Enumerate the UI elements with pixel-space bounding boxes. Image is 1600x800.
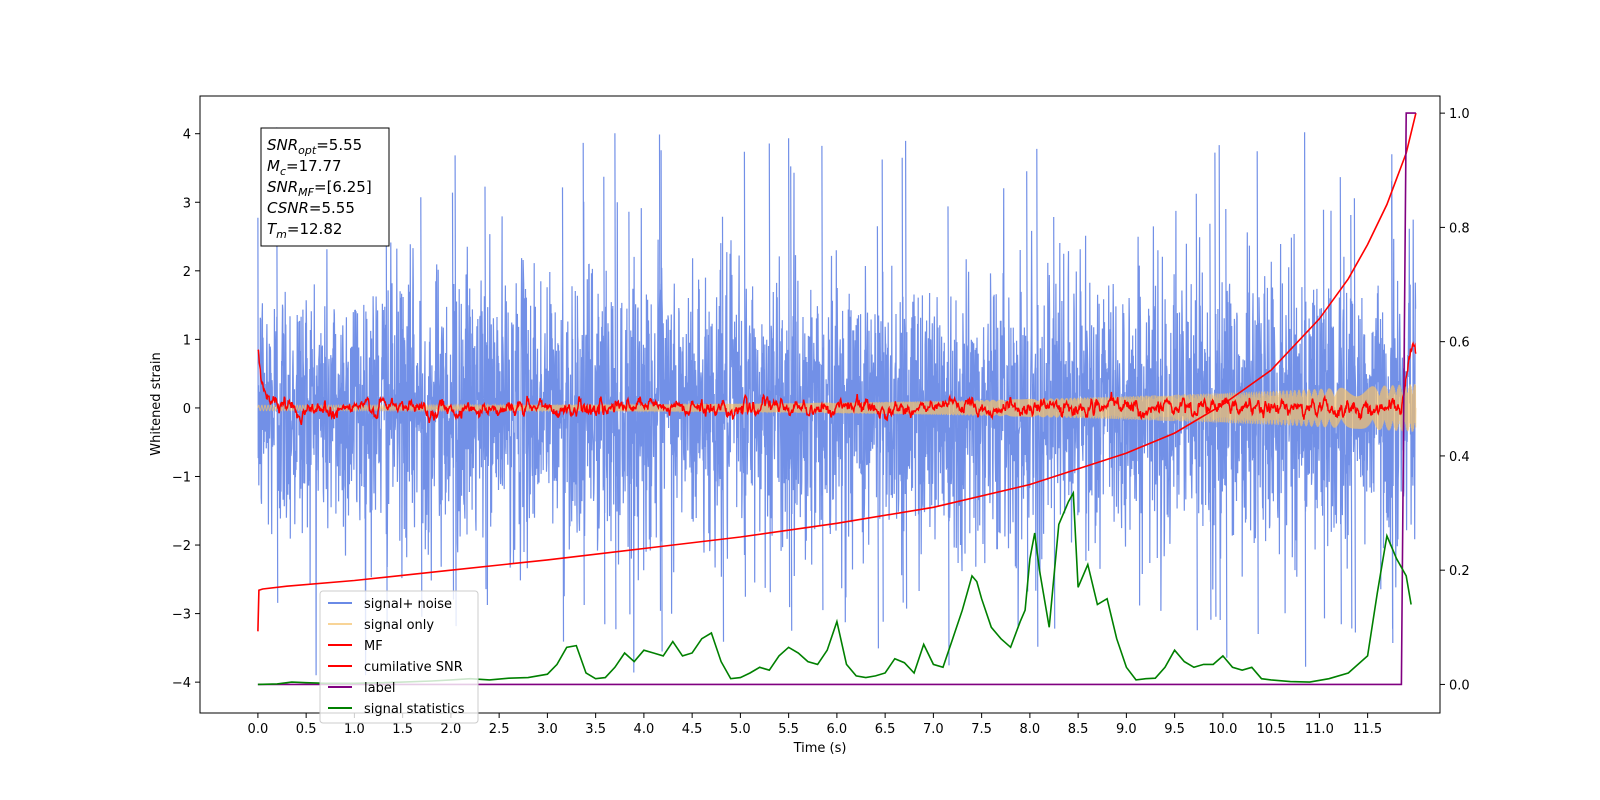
annotation-line: SNRMF=[6.25] xyxy=(267,178,372,199)
series-line xyxy=(257,112,1416,686)
x-tick-label: 5.0 xyxy=(730,722,751,737)
legend-label: signal statistics xyxy=(364,702,465,717)
y-right-tick-label: 0.0 xyxy=(1449,678,1470,693)
x-tick-label: 1.5 xyxy=(392,722,413,737)
series-line xyxy=(257,490,1412,686)
legend-frame xyxy=(319,590,479,724)
x-tick-label: 8.5 xyxy=(1068,722,1089,737)
x-tick-label: 2.0 xyxy=(441,722,462,737)
annotation-line: CSNR=5.55 xyxy=(267,199,355,217)
x-tick-label: 4.5 xyxy=(682,722,703,737)
x-tick-label: 6.5 xyxy=(875,722,896,737)
annotation-line: Mc=17.77 xyxy=(267,157,342,178)
annotation-line: SNRopt=5.55 xyxy=(267,136,362,157)
y-right-tick-label: 0.4 xyxy=(1449,450,1470,465)
annotation-line: Tm=12.82 xyxy=(267,220,342,241)
plot-area xyxy=(257,112,1417,686)
x-tick-label: 0.0 xyxy=(248,722,269,737)
annotation-frame xyxy=(260,127,390,247)
x-tick-label: 2.5 xyxy=(489,722,510,737)
y-tick-label: −4 xyxy=(172,676,191,691)
x-tick-label: 6.0 xyxy=(827,722,848,737)
x-tick-label: 10.0 xyxy=(1208,722,1237,737)
x-axis-title: Time (s) xyxy=(793,741,847,756)
y-tick-label: −2 xyxy=(172,539,191,554)
y-right-tick-label: 0.2 xyxy=(1449,564,1470,579)
y-right-tick-label: 1.0 xyxy=(1449,107,1470,122)
legend-label: MF xyxy=(364,639,383,654)
y-tick-label: 4 xyxy=(183,128,191,143)
x-tick-label: 9.0 xyxy=(1116,722,1137,737)
y-axis-title: Whitened strain xyxy=(149,352,164,455)
x-tick-label: 1.0 xyxy=(344,722,365,737)
y-tick-label: −1 xyxy=(172,470,191,485)
x-tick-label: 11.0 xyxy=(1305,722,1334,737)
series-line xyxy=(257,112,1417,632)
y-right-tick-label: 0.6 xyxy=(1449,336,1470,351)
x-tick-label: 7.5 xyxy=(971,722,992,737)
annotation-box: SNRopt=5.55Mc=17.77SNRMF=[6.25]CSNR=5.55… xyxy=(260,127,390,247)
x-tick-label: 7.0 xyxy=(923,722,944,737)
x-tick-label: 3.5 xyxy=(585,722,606,737)
legend-label: signal+ noise xyxy=(364,597,452,612)
y-tick-label: −3 xyxy=(172,608,191,623)
x-tick-label: 10.5 xyxy=(1257,722,1286,737)
y-tick-label: 2 xyxy=(183,265,191,280)
x-tick-label: 5.5 xyxy=(778,722,799,737)
legend-label: signal only xyxy=(364,618,434,633)
y-tick-label: 0 xyxy=(183,402,191,417)
x-tick-label: 8.0 xyxy=(1020,722,1041,737)
x-tick-label: 11.5 xyxy=(1353,722,1382,737)
series-line xyxy=(257,341,1417,426)
legend: signal+ noise signal only MF cumilative SNR… xyxy=(319,590,479,724)
y-tick-label: 1 xyxy=(183,333,191,348)
axes-frame xyxy=(199,95,1441,714)
x-tick-label: 4.0 xyxy=(634,722,655,737)
x-tick-label: 3.0 xyxy=(537,722,558,737)
y-right-tick-label: 0.8 xyxy=(1449,221,1470,236)
legend-label: cumilative SNR xyxy=(364,660,463,675)
legend-label: label xyxy=(364,681,395,696)
x-tick-label: 0.5 xyxy=(296,722,317,737)
axis-ticks: 0.0 0.5 1.0 1.5 2.0 2.5 3.0 3.5 4.0 4.5 5.0 5.5 6.0 6… xyxy=(172,107,1470,737)
x-tick-label: 9.5 xyxy=(1164,722,1185,737)
y-tick-label: 3 xyxy=(183,196,191,211)
